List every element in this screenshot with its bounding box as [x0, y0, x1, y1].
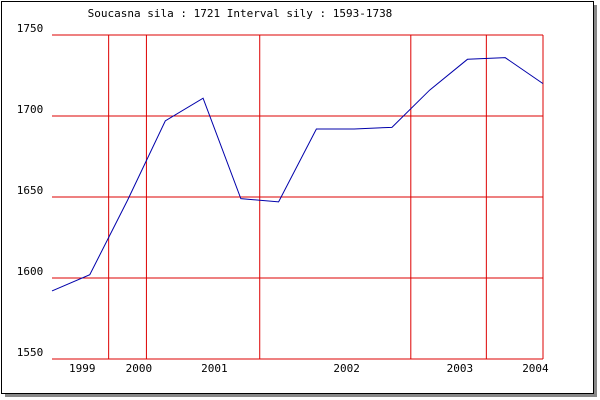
x-tick-label: 2003	[447, 362, 474, 375]
y-tick-label: 1650	[17, 184, 44, 197]
x-tick-label: 2000	[126, 362, 153, 375]
x-tick-label: 1999	[69, 362, 96, 375]
y-tick-label: 1550	[17, 346, 44, 359]
x-tick-label: 2001	[201, 362, 228, 375]
chart-title: Soucasna sila : 1721 Interval sily : 159…	[88, 7, 393, 20]
y-tick-label: 1600	[17, 265, 44, 278]
x-tick-label: 2004	[522, 362, 549, 375]
y-tick-label: 1750	[17, 22, 44, 35]
x-tick-label: 2002	[333, 362, 360, 375]
y-tick-label: 1700	[17, 103, 44, 116]
data-line	[51, 57, 544, 292]
